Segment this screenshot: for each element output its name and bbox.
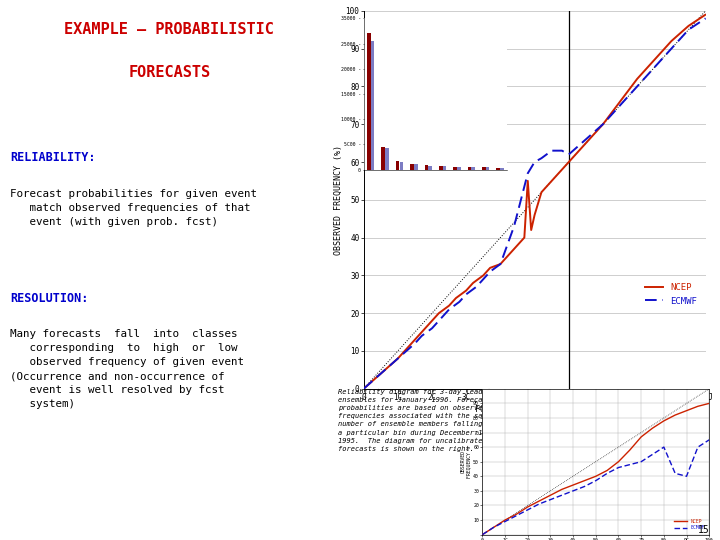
X-axis label: FORECAST PROBABILITY (%): FORECAST PROBABILITY (%) (474, 405, 595, 414)
Text: 15: 15 (698, 524, 709, 535)
Text: Reliability diagram for 3-day lead time
ensembles for January 1996. Forecast
pro: Reliability diagram for 3-day lead time … (338, 389, 504, 452)
Y-axis label: OBSERVED
FREQUENCY %: OBSERVED FREQUENCY % (461, 446, 472, 477)
Text: Forecast probabilities for given event
   match observed frequencies of that
   : Forecast probabilities for given event m… (10, 189, 257, 227)
Text: RELIABILITY:: RELIABILITY: (10, 151, 96, 164)
Text: RESOLUTION:: RESOLUTION: (10, 292, 89, 305)
Text: EXAMPLE – PROBABILISTIC: EXAMPLE – PROBABILISTIC (64, 22, 274, 37)
Legend: NCEP, ECMWF: NCEP, ECMWF (642, 279, 701, 309)
Text: FORECASTS: FORECASTS (128, 65, 210, 80)
Y-axis label: OBSERVED FREQUENCY (%): OBSERVED FREQUENCY (%) (334, 145, 343, 255)
Text: Many forecasts  fall  into  classes
   corresponding  to  high  or  low
   obser: Many forecasts fall into classes corresp… (10, 329, 244, 409)
Legend: NCEP, ECMWF: NCEP, ECMWF (672, 517, 707, 532)
